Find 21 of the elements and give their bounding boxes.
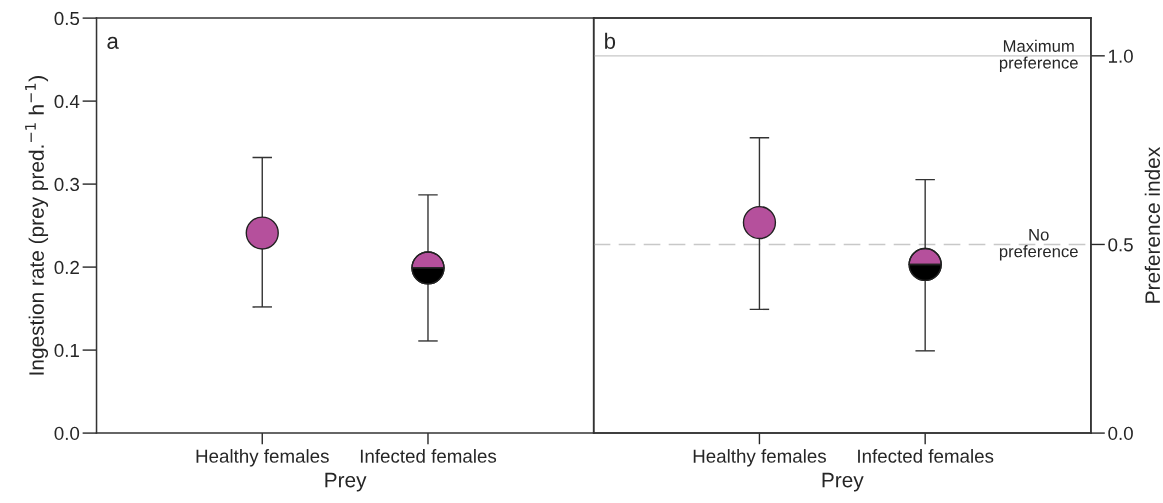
x-tick-label: Healthy females: [693, 449, 826, 467]
y-axis-title: Ingestion rate (prey pred.$^{−1}$ h$^{−1}$): [25, 76, 49, 375]
annotation: b: [605, 32, 616, 49]
y2-tick-label: 1.0: [1108, 49, 1133, 63]
y-tick-label: 0.2: [54, 260, 79, 275]
x-tick-label: Healthy females: [196, 449, 329, 467]
y-tick-label: 0.4: [54, 94, 80, 109]
y-tick-label: 0.0: [54, 426, 80, 441]
x-tick-label: Infected females: [858, 449, 994, 463]
y2-tick-label: 0.5: [1108, 238, 1133, 252]
x-axis-title: Prey: [822, 472, 864, 492]
y2-tick-label: 0.0: [1108, 426, 1133, 441]
x-axis-title: Prey: [325, 472, 367, 492]
ref-line-label: No preference: [999, 228, 1078, 261]
x-tick-label: Infected females: [360, 449, 497, 463]
y-tick-label: 0.1: [54, 343, 79, 358]
y-tick-label: 0.3: [54, 177, 80, 192]
annotation: a: [107, 36, 119, 49]
y-tick-label: 0.5: [54, 11, 80, 26]
ref-line-label: Maximum preference: [999, 39, 1078, 72]
y2-axis-title: Preference index: [1144, 147, 1161, 303]
